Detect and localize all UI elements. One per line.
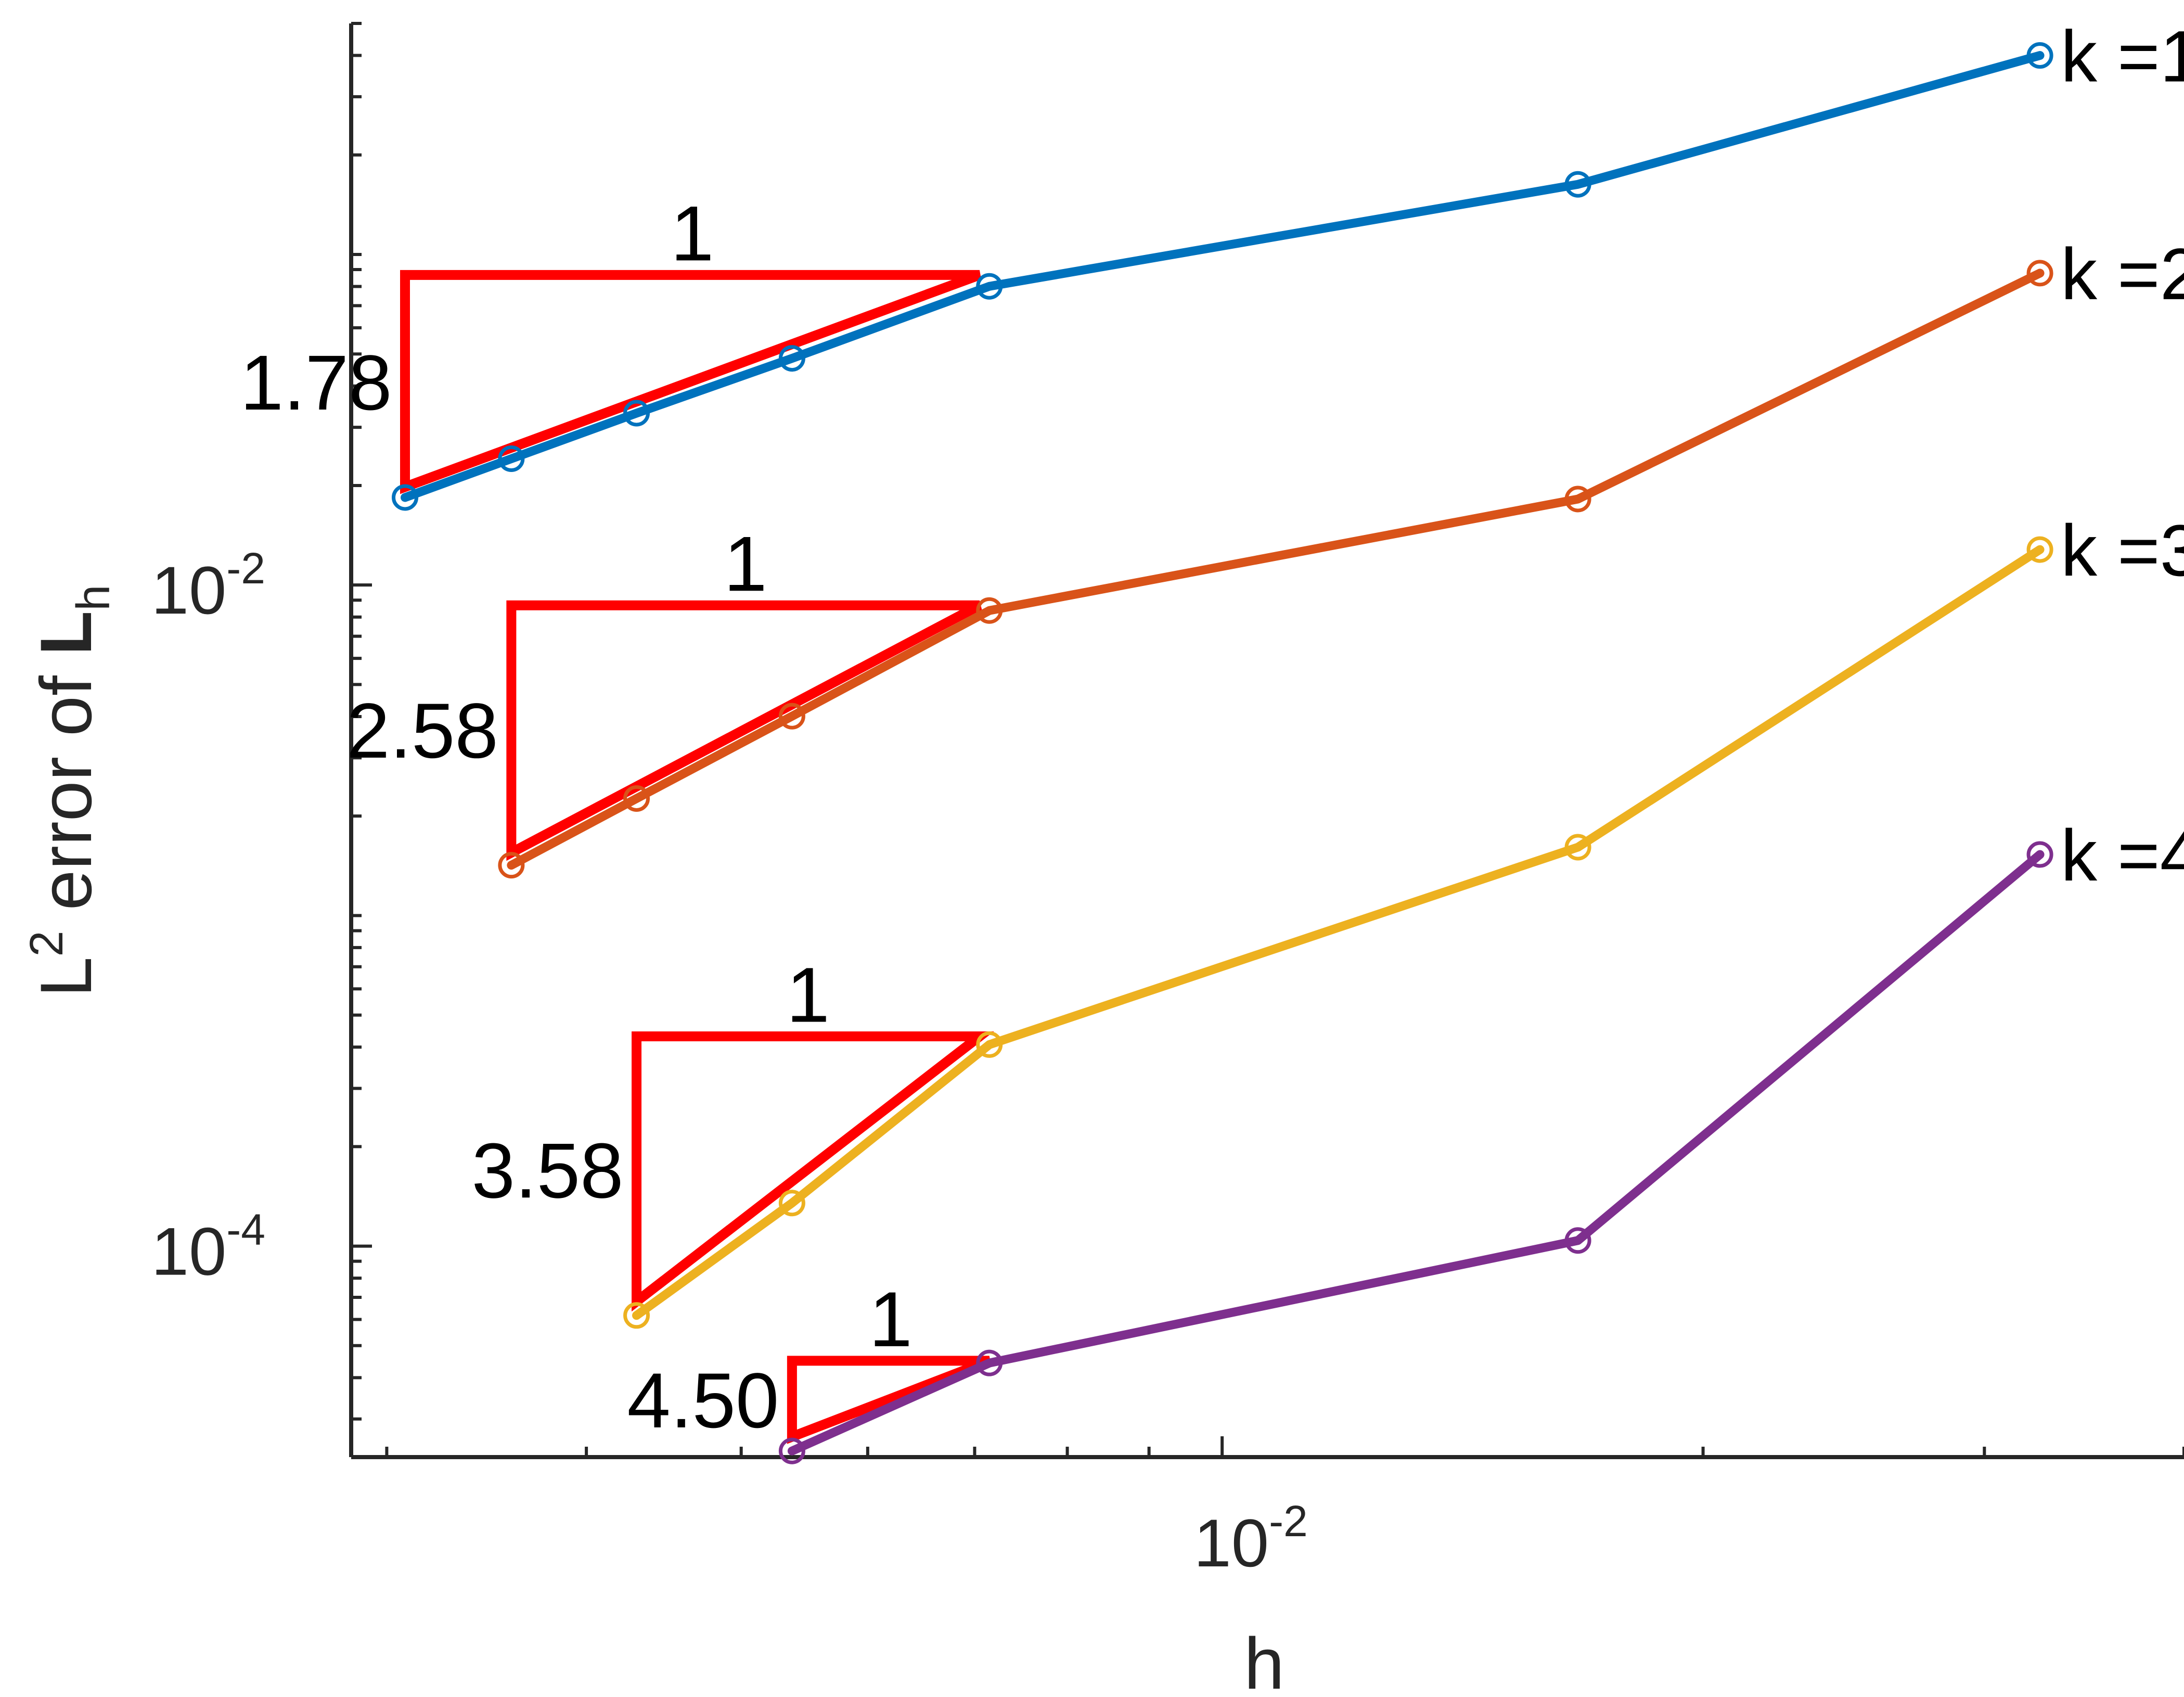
series-line-k3 [632,545,2045,1320]
y-axis-label-sup: 2 [21,930,73,956]
series-label-k2: k =2 [2061,233,2184,315]
y-tick-label-base: 10 [151,552,227,628]
slope-run-label: 1 [724,520,767,607]
data-point-marker [392,484,419,511]
slope-rise-label: 2.58 [346,687,498,774]
slope-triangle [787,1356,992,1444]
data-point-marker [623,1302,650,1329]
data-point-marker [976,597,1003,624]
data-point-marker [2026,841,2053,868]
slope-rise-label: 3.58 [472,1127,624,1214]
data-point-marker [498,852,525,879]
data-point-marker [778,1437,805,1464]
data-point-marker [623,400,650,427]
data-point-marker [1564,171,1591,198]
x-tick-label-exponent: -2 [1269,1497,1308,1546]
data-point-marker [976,273,1003,300]
slope-run-label: 1 [787,951,830,1039]
x-tick-label-base: 10 [1193,1505,1269,1581]
series-label-k1: k =1 [2061,16,2184,97]
slope-triangle [400,270,982,494]
slope-triangle [506,600,982,861]
data-point-marker [778,703,805,730]
y-axis-label-mid: error of [25,655,107,930]
y-tick-label-base: 10 [151,1214,227,1290]
data-point-marker [976,1031,1003,1058]
y-axis-label: L2 error of Lh [21,585,120,998]
series-line-k4 [787,850,2045,1456]
series-line-k1 [401,51,2045,502]
slope-rise-label: 1.78 [240,339,392,426]
slope-rise-label: 4.50 [627,1357,779,1444]
series-label-k4: k =4 [2061,814,2184,896]
data-point-marker [623,785,650,812]
y-tick-label-exponent: -4 [226,1205,265,1254]
series-line-k2 [507,269,2045,870]
y-tick-label: 10-2 [151,544,265,628]
data-point-marker [1564,834,1591,861]
slope-triangle [632,1031,994,1312]
slope-run-label: 1 [869,1275,912,1363]
data-point-marker [2026,536,2053,563]
y-axis-label-bold: L [25,611,107,656]
y-axis-label-prefix: L [25,956,107,997]
data-point-marker [976,1349,1003,1376]
x-axis-label: h [1244,1623,1284,1697]
x-tick-label: 10-2 [1193,1497,1307,1581]
data-point-marker [1564,486,1591,513]
data-point-marker [498,445,525,473]
slope-run-label: 1 [671,189,714,277]
data-point-marker [2026,260,2053,287]
axes: 10-210-410-2 [151,22,2184,1581]
data-series: k =1 k =2 k =3 k =4 [392,16,2184,1464]
slope-triangles: 1 1.78 1 2.58 1 3.58 1 4.50 [240,189,994,1444]
data-point-marker [778,345,805,372]
y-axis-label-sub: h [68,585,120,611]
data-point-marker [1564,1227,1591,1254]
series-label-k3: k =3 [2061,509,2184,591]
data-point-marker [2026,42,2053,69]
y-tick-label-exponent: -2 [226,544,265,593]
y-tick-label: 10-4 [151,1205,265,1290]
data-point-marker [778,1190,805,1217]
